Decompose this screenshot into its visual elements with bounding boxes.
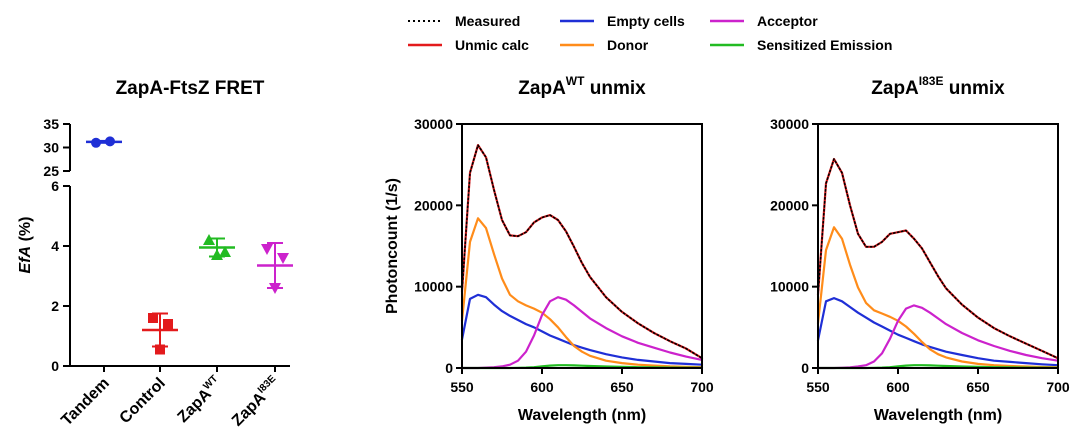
- data-point-tandem-2: [105, 136, 115, 147]
- series-unmic-calc: [816, 157, 1060, 360]
- y-tick-label-0: 0: [445, 360, 453, 376]
- x-tick-label-600: 600: [886, 379, 910, 395]
- x-tick-label-650: 650: [966, 379, 990, 395]
- legend-label-measured: Measured: [455, 13, 520, 29]
- x-tick-label-550: 550: [806, 379, 830, 395]
- zapa-wt-unmix-panel: ZapAWT unmix 550 600 650 700 0 10000 20000 30000…: [384, 74, 714, 424]
- x-tick-label-600: 600: [530, 379, 554, 395]
- zapa-i83e-unmix-panel: ZapAI83E unmix 550 600 650 700 0 10000 20000 300…: [770, 74, 1070, 424]
- series-measured: [461, 144, 703, 360]
- y-tick-label-20000: 20000: [770, 197, 809, 213]
- y-tick-label-10000: 10000: [770, 279, 809, 295]
- x-tick-label-700: 700: [690, 379, 714, 395]
- y-tick-label-30000: 30000: [770, 116, 809, 132]
- series-acceptor: [816, 304, 1060, 370]
- series-unmic-calc: [460, 144, 704, 360]
- y-tick-label-30: 30: [43, 140, 59, 156]
- data-point-zapa-i83e-3: [269, 283, 281, 294]
- data-point-control-2: [163, 319, 173, 329]
- data-point-control-1: [148, 313, 158, 323]
- plot-frame: [461, 123, 703, 369]
- series-empty-cells: [816, 297, 1060, 367]
- y-tick-label-0: 0: [51, 358, 59, 374]
- y-tick-label-10000: 10000: [414, 279, 453, 295]
- data-point-zapa-i83e-2: [277, 253, 289, 264]
- series-donor: [460, 217, 704, 369]
- legend-label-unmic-calc: Unmic calc: [455, 37, 529, 53]
- x-tick-label-550: 550: [450, 379, 474, 395]
- y-tick-label-4: 4: [51, 238, 59, 254]
- legend-label-empty-cells: Empty cells: [607, 13, 685, 29]
- x-tick-label-zapa-i83e: ZapAI83E: [228, 373, 284, 429]
- y-tick-label-30000: 30000: [414, 116, 453, 132]
- legend-label-sensitized-emission: Sensitized Emission: [757, 37, 892, 53]
- legend-label-donor: Donor: [607, 37, 649, 53]
- x-axis-label: Wavelength (nm): [518, 407, 646, 424]
- data-point-zapa-wt-1: [203, 234, 215, 245]
- x-tick-label-zapa-wt: ZapAWT: [173, 373, 226, 426]
- y-tick-label-0: 0: [801, 360, 809, 376]
- x-axis-label: Wavelength (nm): [874, 407, 1002, 424]
- series-donor: [816, 226, 1060, 369]
- x-tick-label-700: 700: [1046, 379, 1070, 395]
- x-tick-label-control: Control: [117, 375, 169, 427]
- data-point-zapa-wt-3: [219, 246, 231, 257]
- chart-title: ZapAI83E unmix: [871, 74, 1005, 99]
- chart-title: ZapAWT unmix: [518, 74, 646, 99]
- efa-scatter-panel: ZapA-FtsZ FRET 25 30 35 0 2 4 6 EfA (%) Tandem Con…: [17, 78, 293, 430]
- x-tick-label-tandem: Tandem: [58, 375, 113, 430]
- data-point-control-3: [155, 344, 165, 355]
- x-tick-label-650: 650: [610, 379, 634, 395]
- y-axis-label: Photoncount (1/s): [384, 178, 401, 314]
- plot-frame: [817, 123, 1059, 369]
- y-tick-label-20000: 20000: [414, 197, 453, 213]
- y-tick-label-25: 25: [43, 163, 59, 179]
- data-point-zapa-wt-2: [211, 249, 223, 260]
- data-point-tandem-1: [91, 137, 101, 148]
- y-tick-label-6: 6: [51, 178, 59, 194]
- y-tick-label-35: 35: [43, 116, 59, 132]
- chart-title: ZapA-FtsZ FRET: [116, 78, 265, 99]
- y-tick-label-2: 2: [51, 298, 59, 314]
- series-measured: [817, 158, 1059, 360]
- legend-label-acceptor: Acceptor: [757, 13, 818, 29]
- series-empty-cells: [460, 293, 704, 366]
- legend: Measured Unmic calc Empty cells Donor Accept…: [408, 13, 892, 53]
- y-axis-label: EfA (%): [17, 217, 34, 274]
- data-point-zapa-i83e-1: [261, 244, 273, 255]
